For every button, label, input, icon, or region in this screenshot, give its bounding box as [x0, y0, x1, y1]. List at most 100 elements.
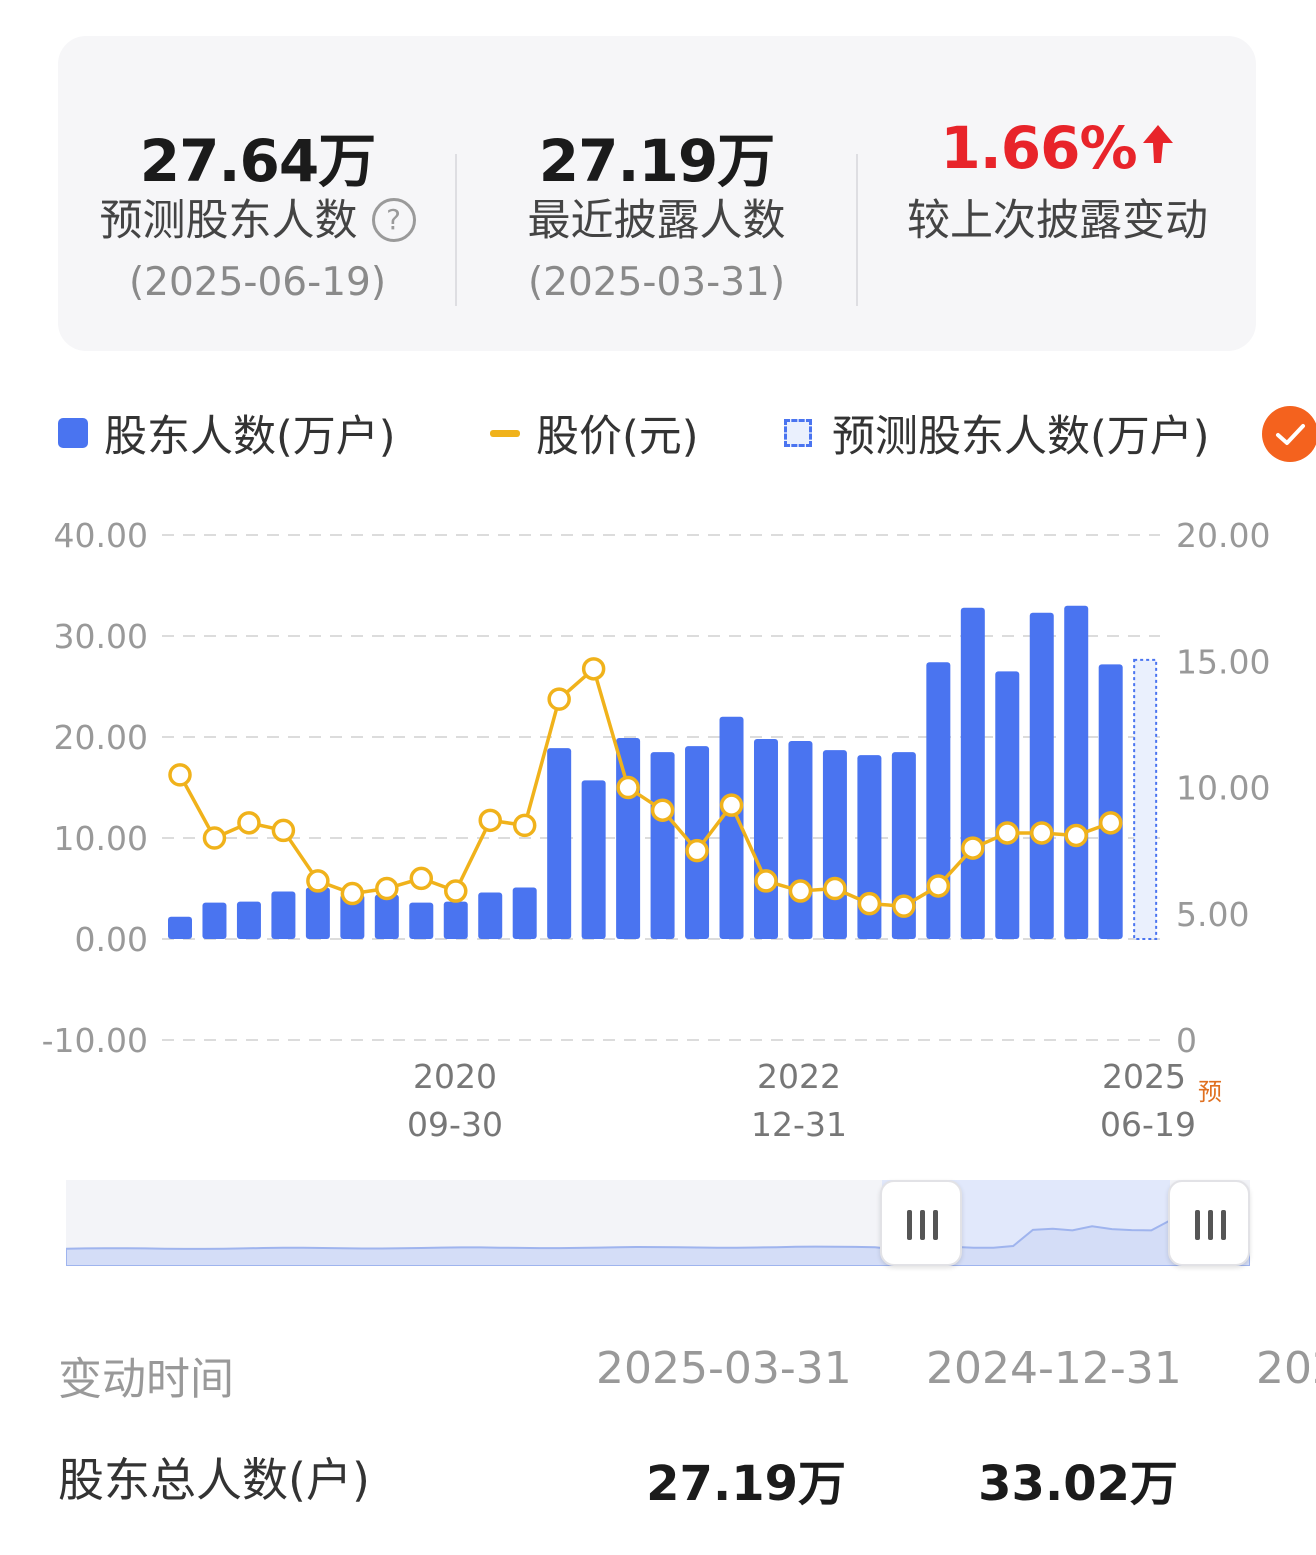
holder-bar — [168, 916, 192, 939]
change-label: 较上次披露变动 — [907, 196, 1208, 246]
legend-forecast[interactable]: 预测股东人数(万户) — [784, 400, 1210, 466]
change-time-header: 变动时间 — [58, 1354, 234, 1405]
holder-bar — [1029, 612, 1054, 939]
dashed-swatch-icon — [784, 419, 812, 447]
holder-bar — [753, 739, 778, 939]
price-point — [547, 687, 571, 711]
holder-bar — [1064, 605, 1089, 939]
bar-swatch-icon — [58, 418, 88, 448]
range-slider[interactable] — [66, 1180, 1250, 1266]
price-point — [271, 818, 296, 843]
price-point — [237, 811, 261, 835]
holder-bar — [374, 894, 399, 939]
total-holders-value-1: 27.19万 — [646, 1456, 846, 1512]
x-axis: 2020 09-30 2022 12-31 2025 06-19预 — [407, 1057, 1222, 1144]
forecast-bar — [1133, 658, 1158, 940]
x-tick-year: 2022 — [757, 1057, 841, 1096]
price-point — [306, 869, 330, 893]
price-point — [788, 879, 813, 903]
price-point — [168, 763, 192, 787]
price-point — [375, 876, 399, 901]
holder-bar — [305, 887, 330, 939]
price-point — [650, 798, 675, 822]
slider-right-handle[interactable] — [1168, 1180, 1250, 1266]
holder-bar — [650, 752, 675, 939]
price-point — [581, 657, 606, 681]
price-point — [857, 891, 882, 916]
holder-bar — [719, 716, 744, 939]
summary-card: 27.64万 预测股东人数? (2025-06-19) 27.19万 最近披露人… — [58, 36, 1256, 351]
price-point — [512, 813, 537, 838]
total-holders-value-2: 33.02万 — [978, 1456, 1178, 1512]
price-point — [995, 821, 1020, 845]
price-point — [926, 874, 951, 898]
holder-bar — [478, 892, 503, 939]
divider — [856, 154, 858, 306]
help-icon[interactable]: ? — [371, 197, 416, 242]
x-tick-year: 2020 — [413, 1057, 497, 1096]
holder-bar — [340, 894, 365, 939]
legend-holders[interactable]: 股东人数(万户) — [58, 400, 396, 466]
holder-bar — [616, 738, 641, 939]
price-point — [961, 836, 985, 860]
latest-date: (2025-03-31) — [527, 260, 786, 305]
x-tick-date: 06-19 — [1100, 1105, 1196, 1144]
price-point — [754, 869, 778, 893]
right-tick-label: 5.00 — [1176, 895, 1249, 934]
left-tick-label: 0.00 — [75, 920, 148, 959]
holder-bar — [271, 891, 296, 939]
price-point — [1064, 823, 1088, 848]
holder-bar — [512, 887, 537, 939]
left-axis: 40.00 30.00 20.00 10.00 0.00 -10.00 — [42, 516, 148, 1060]
right-axis: 20.00 15.00 10.00 5.00 0 — [1176, 516, 1270, 1060]
holder-bar — [857, 755, 882, 939]
holder-bar — [581, 780, 606, 939]
change-value: 1.66% — [858, 114, 1257, 182]
right-tick-label: 20.00 — [1176, 516, 1270, 555]
date-column-2: 2024-12-31 — [926, 1343, 1182, 1394]
date-column-1: 2025-03-31 — [596, 1343, 852, 1394]
right-tick-label: 10.00 — [1176, 769, 1270, 808]
price-point — [202, 826, 227, 850]
price-point — [409, 866, 434, 891]
price-point — [1030, 821, 1054, 845]
x-tick-date: 12-31 — [751, 1105, 847, 1144]
right-tick-label: 0 — [1176, 1021, 1197, 1060]
legend-price[interactable]: 股价(元) — [490, 400, 699, 466]
price-point — [719, 793, 744, 817]
left-tick-label: 20.00 — [54, 718, 148, 757]
left-tick-label: -10.00 — [42, 1021, 148, 1060]
holder-bar — [995, 671, 1020, 939]
price-point — [444, 879, 468, 903]
forecast-date: (2025-06-19) — [128, 260, 387, 305]
left-tick-label: 40.00 — [54, 516, 148, 555]
price-line-path — [178, 665, 1112, 908]
left-tick-label: 10.00 — [54, 819, 148, 858]
price-line — [168, 657, 1123, 918]
legend-price-label: 股价(元) — [536, 412, 699, 462]
price-point — [1098, 811, 1123, 835]
holder-bar — [236, 901, 261, 939]
forecast-value: 27.64万 — [139, 127, 376, 195]
holder-bar — [926, 662, 951, 939]
slider-overview — [66, 1213, 1250, 1266]
date-column-3: 202 — [1256, 1343, 1316, 1394]
holder-bar — [202, 902, 227, 939]
holder-bar — [788, 741, 813, 939]
slider-left-handle[interactable] — [880, 1180, 962, 1266]
price-point — [478, 808, 502, 833]
holder-bar — [547, 748, 572, 939]
holder-bar — [960, 607, 985, 939]
holder-bar — [1098, 664, 1123, 939]
x-tick-date: 09-30 — [407, 1105, 503, 1144]
price-point — [616, 775, 640, 800]
left-tick-label: 30.00 — [54, 617, 148, 656]
holder-bar — [822, 750, 847, 939]
check-icon[interactable] — [1262, 406, 1316, 462]
change-value-text: 1.66% — [940, 114, 1137, 182]
x-tick-year: 2025 — [1102, 1057, 1186, 1096]
holders-chart: 40.00 30.00 20.00 10.00 0.00 -10.00 20.00 15.0… — [42, 516, 1271, 1144]
latest-value: 27.19万 — [538, 127, 775, 195]
right-tick-label: 15.00 — [1176, 642, 1270, 681]
chart-legend: 股东人数(万户) 股价(元) 预测股东人数(万户) — [58, 400, 1316, 466]
